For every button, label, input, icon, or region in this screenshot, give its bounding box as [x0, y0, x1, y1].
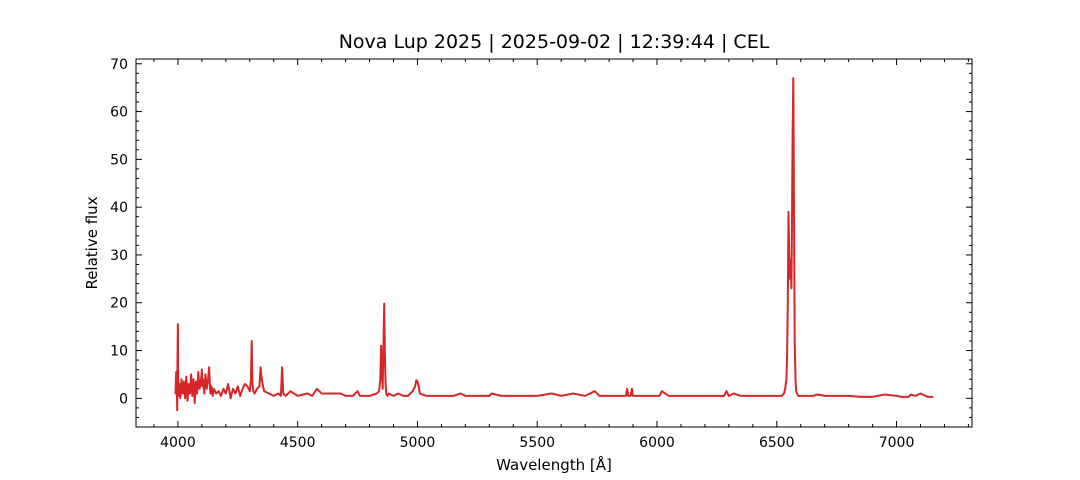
- x-tick-label-6000: 6000: [639, 435, 675, 451]
- plot-area: [174, 77, 934, 412]
- plot-frame: [135, 58, 973, 428]
- y-tick-label-20: 20: [110, 296, 128, 312]
- x-tick-label-4500: 4500: [280, 435, 316, 451]
- x-axis-label: Wavelength [Å]: [496, 455, 612, 474]
- y-tick-label-70: 70: [110, 57, 128, 73]
- x-tick-label-7000: 7000: [879, 435, 915, 451]
- series-line-0: [174, 77, 934, 412]
- y-tick-label-30: 30: [110, 248, 128, 264]
- x-tick-label-5500: 5500: [519, 435, 555, 451]
- y-axis-label: Relative flux: [83, 196, 101, 289]
- x-tick-label-6500: 6500: [759, 435, 795, 451]
- y-tick-label-10: 10: [110, 344, 128, 360]
- y-tick-label-40: 40: [110, 200, 128, 216]
- x-tick-label-4000: 4000: [160, 435, 196, 451]
- y-tick-label-50: 50: [110, 152, 128, 168]
- y-tick-label-60: 60: [110, 105, 128, 121]
- x-tick-label-5000: 5000: [400, 435, 436, 451]
- y-tick-label-0: 0: [119, 391, 128, 407]
- chart-title: Nova Lup 2025 | 2025-09-02 | 12:39:44 | …: [339, 31, 770, 53]
